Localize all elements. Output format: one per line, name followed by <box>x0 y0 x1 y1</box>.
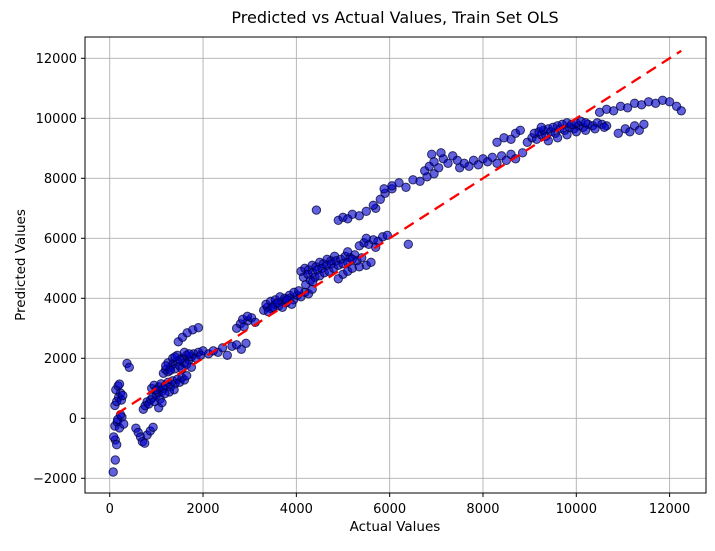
scatter-point <box>515 125 525 136</box>
scatter-point <box>241 338 251 348</box>
scatter-point <box>193 323 204 333</box>
y-tick-label: 2000 <box>44 352 77 367</box>
grid-layer <box>85 37 706 493</box>
x-tick-label: 10000 <box>556 502 597 517</box>
x-tick-label: 2000 <box>186 502 219 517</box>
scatter-point <box>552 133 563 143</box>
scatter-point <box>622 103 633 113</box>
scatter-point <box>394 178 404 188</box>
scatter-point <box>608 106 619 116</box>
scatter-point <box>184 349 194 359</box>
scatter-point <box>333 274 343 284</box>
scatter-point <box>427 149 437 160</box>
scatter-point <box>599 122 609 133</box>
scatter-point <box>443 158 453 169</box>
scatter-point <box>403 239 413 250</box>
scatter-point <box>161 361 171 371</box>
scatter-point <box>148 422 158 432</box>
scatter-point <box>108 467 118 477</box>
scatter-point <box>124 362 135 372</box>
x-tick-label: 12000 <box>649 502 690 517</box>
scatter-point <box>160 389 170 399</box>
scatter-point <box>294 286 304 296</box>
scatter-point <box>401 182 411 193</box>
scatter-point <box>639 119 649 130</box>
scatter-point <box>492 158 502 169</box>
y-tick-label: 12000 <box>36 52 77 67</box>
scatter-point <box>613 128 623 139</box>
x-tick-label: 8000 <box>466 502 499 517</box>
scatter-point <box>182 371 192 381</box>
scatter-point <box>354 262 364 272</box>
scatter-point <box>118 390 128 401</box>
plot-area <box>85 37 706 493</box>
y-tick-label: −2000 <box>33 472 77 487</box>
scatter-point <box>242 311 253 321</box>
identity-line <box>116 49 682 415</box>
y-tick-label: 8000 <box>44 172 77 187</box>
scatter-point <box>110 455 121 465</box>
scatter-point <box>571 127 581 137</box>
scatter-point <box>109 432 119 442</box>
scatter-point <box>368 200 378 211</box>
scatter-point <box>664 97 675 107</box>
scatter-point <box>311 205 322 215</box>
scatter-point <box>536 122 546 133</box>
scatter-point <box>222 350 233 360</box>
y-tick-label: 0 <box>69 412 77 427</box>
scatter-point <box>676 106 686 116</box>
scatter-point <box>308 277 318 287</box>
x-tick-label: 6000 <box>373 502 406 517</box>
scatter-point <box>379 184 389 194</box>
x-tick-label: 0 <box>106 502 114 517</box>
y-tick-label: 4000 <box>44 292 77 307</box>
scatter-point <box>361 206 371 217</box>
tick-layer: 0 2000 4000 6000 8000 10000 12000 −2000 0 2000 400… <box>33 52 690 517</box>
scatter-point <box>354 211 364 221</box>
scatter-point <box>119 419 129 429</box>
x-tick-label: 4000 <box>280 502 313 517</box>
chart-title: Predicted vs Actual Values, Train Set OL… <box>231 8 558 27</box>
scatter-point <box>343 247 353 257</box>
scatter-point <box>492 137 502 148</box>
scatter-point <box>114 379 125 389</box>
scatter-point <box>562 130 572 140</box>
scatter-point <box>517 148 528 158</box>
scatter-point <box>434 163 444 173</box>
y-axis-label: Predicted Values <box>13 209 29 321</box>
scatter-point <box>170 352 180 362</box>
scatter-point <box>157 398 167 408</box>
data-layer <box>108 49 686 477</box>
y-tick-label: 10000 <box>36 112 77 127</box>
scatter-point <box>590 124 600 134</box>
scatter-point <box>415 176 425 187</box>
scatter-point <box>366 257 376 267</box>
x-axis-label: Actual Values <box>350 519 441 535</box>
scatter-point <box>580 125 591 136</box>
scatter-point <box>112 440 122 450</box>
scatter-point <box>140 438 150 448</box>
scatter-point <box>361 233 371 244</box>
axes-spines <box>84 36 707 494</box>
scatter-point <box>436 148 446 158</box>
y-tick-label: 6000 <box>44 232 77 247</box>
